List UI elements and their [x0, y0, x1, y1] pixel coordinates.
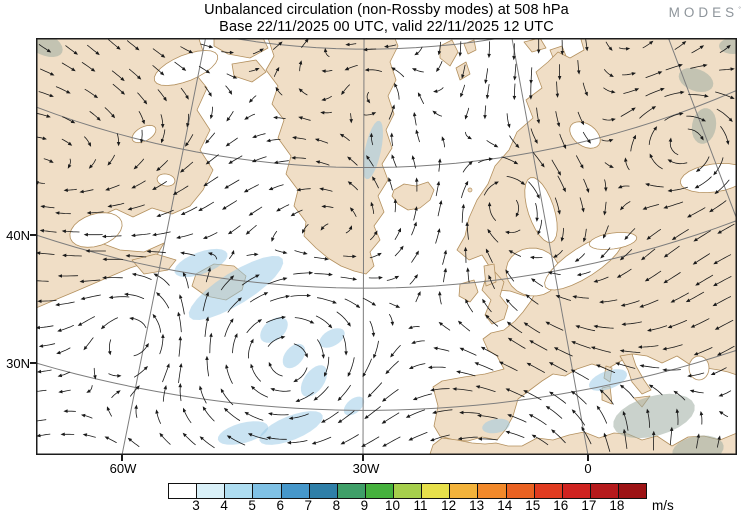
colorbar-tick-label: 14 [497, 498, 513, 513]
colorbar-tick-label: 3 [192, 498, 200, 513]
wind-arrow-layer [36, 38, 735, 452]
colorbar-cell [506, 484, 535, 498]
x-tick-label-0: 0 [584, 461, 592, 476]
map-canvas [36, 38, 737, 455]
y-tick-label-40n: 40N [6, 228, 30, 243]
x-tick-0 [587, 455, 589, 461]
colorbar-cell [309, 484, 338, 498]
colorbar-tick-label: 10 [384, 498, 400, 513]
modes-logo: MODES° [669, 5, 741, 20]
colorbar-tick-label: 9 [360, 498, 369, 513]
page-subtitle: Base 22/11/2025 00 UTC, valid 22/11/2025… [219, 19, 554, 35]
colorbar-tick-label: 11 [413, 498, 428, 513]
page-title: Unbalanced circulation (non-Rossby modes… [204, 2, 569, 18]
colorbar-cell [619, 484, 647, 498]
modes-logo-mark: ° [738, 6, 741, 14]
colorbar-tick-label: 4 [220, 498, 228, 513]
colorbar-cell [337, 484, 366, 498]
x-tick-label-60w: 60W [109, 461, 137, 476]
speed-shading-layer [36, 38, 737, 455]
colorbar-tick-label: 16 [553, 498, 569, 513]
colorbar-tick-label: 18 [609, 498, 625, 513]
colorbar-cell [562, 484, 591, 498]
colorbar-tick-label: 15 [525, 498, 541, 513]
colorbar-cell [197, 484, 226, 498]
colorbar-cell [365, 484, 394, 498]
colorbar-cell [169, 484, 198, 498]
colorbar-cell [394, 484, 423, 498]
y-tick-40n [30, 234, 36, 236]
colorbar-cell [253, 484, 282, 498]
colorbar-cell [590, 484, 619, 498]
y-tick-30n [30, 362, 36, 364]
colorbar-cell [281, 484, 310, 498]
x-tick-30w [362, 455, 364, 461]
colorbar-cell [225, 484, 254, 498]
modes-logo-text: MODES [668, 5, 739, 20]
colorbar-cell [478, 484, 507, 498]
colorbar-tick-label: 13 [469, 498, 485, 513]
y-tick-label-30n: 30N [6, 356, 30, 371]
map-plot-area [36, 38, 737, 455]
colorbar-tick-label: 6 [276, 498, 284, 513]
map-border [36, 38, 737, 455]
graticule-layer [36, 38, 737, 455]
x-tick-60w [121, 455, 123, 461]
colorbar-cell [450, 484, 479, 498]
x-tick-label-30w: 30W [352, 461, 380, 476]
sea-layer [69, 50, 737, 381]
colorbar [168, 483, 647, 499]
colorbar-tick-label: 7 [304, 498, 313, 513]
colorbar-tick-label: 17 [581, 498, 597, 513]
colorbar-cell [422, 484, 451, 498]
colorbar-tick-label: 12 [441, 498, 457, 513]
colorbar-unit: m/s [652, 498, 674, 513]
colorbar-tick-label: 5 [248, 498, 256, 513]
colorbar-cell [534, 484, 563, 498]
colorbar-tick-label: 8 [332, 498, 341, 513]
